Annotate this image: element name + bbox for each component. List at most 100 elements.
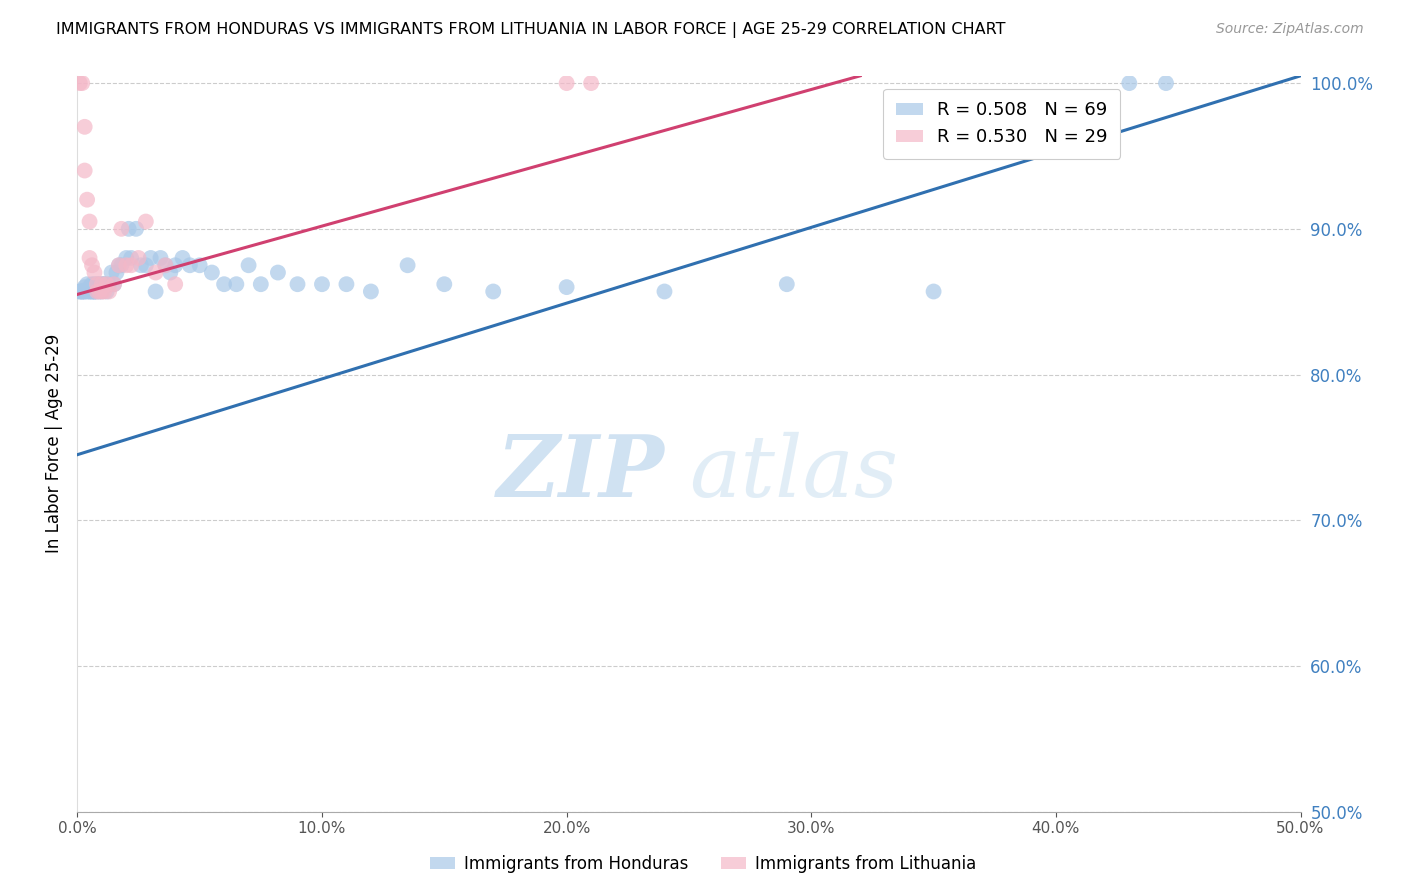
Point [76,285,98,299]
Point [96,285,118,299]
Point [96,277,118,292]
Point [69,285,91,299]
Point [135,258,157,272]
Point [139,251,162,265]
Point [110,222,132,236]
Point [79,280,101,294]
Point [555,76,578,90]
Point [69,76,91,90]
Point [115,258,138,272]
Point [250,277,273,292]
Y-axis label: In Labor Force | Age 25-29: In Labor Force | Age 25-29 [45,334,63,553]
Point [922,285,945,299]
Point [125,222,148,236]
Point [145,266,167,280]
Point [70,285,93,299]
Point [90,285,112,299]
Point [103,277,125,292]
Point [105,266,128,280]
Point [76,193,98,207]
Point [73,280,96,294]
Point [73,285,96,299]
Point [179,258,201,272]
Point [165,277,187,292]
Point [89,285,111,299]
Point [83,285,105,299]
Text: atlas: atlas [689,432,898,515]
Point [83,285,105,299]
Point [90,285,112,299]
Text: Source: ZipAtlas.com: Source: ZipAtlas.com [1216,22,1364,37]
Point [287,277,309,292]
Point [776,277,799,292]
Point [360,285,382,299]
Point [225,277,247,292]
Point [127,251,149,265]
Point [108,258,131,272]
Point [100,266,122,280]
Point [159,266,181,280]
Point [89,277,111,292]
Point [83,266,105,280]
Point [165,258,187,272]
Point [80,285,103,299]
Point [90,277,112,292]
Point [108,258,131,272]
Point [89,285,111,299]
Legend: Immigrants from Honduras, Immigrants from Lithuania: Immigrants from Honduras, Immigrants fro… [423,848,983,880]
Point [155,258,177,272]
Point [73,285,96,299]
Point [396,258,419,272]
Point [135,214,157,228]
Point [145,285,167,299]
Point [79,285,101,299]
Point [80,277,103,292]
Point [98,277,121,292]
Point [79,214,101,228]
Point [335,277,357,292]
Point [93,277,115,292]
Point [433,277,456,292]
Point [86,277,108,292]
Point [103,277,125,292]
Point [120,258,142,272]
Point [76,277,98,292]
Point [579,76,602,90]
Point [149,251,172,265]
Point [201,266,224,280]
Point [1154,76,1177,90]
Legend: R = 0.508   N = 69, R = 0.530   N = 29: R = 0.508 N = 69, R = 0.530 N = 29 [883,88,1121,159]
Point [73,120,96,134]
Point [267,266,290,280]
Point [90,277,112,292]
Point [212,277,235,292]
Point [73,163,96,178]
Text: IMMIGRANTS FROM HONDURAS VS IMMIGRANTS FROM LITHUANIA IN LABOR FORCE | AGE 25-29: IMMIGRANTS FROM HONDURAS VS IMMIGRANTS F… [56,22,1005,38]
Point [129,258,152,272]
Point [69,285,91,299]
Point [70,285,93,299]
Point [172,251,194,265]
Point [93,277,115,292]
Text: ZIP: ZIP [496,432,665,515]
Point [79,251,101,265]
Point [1118,76,1140,90]
Point [86,277,108,292]
Point [155,258,177,272]
Point [555,280,578,294]
Point [311,277,333,292]
Point [79,285,101,299]
Point [70,76,93,90]
Point [86,285,108,299]
Point [654,285,676,299]
Point [110,258,132,272]
Point [80,285,103,299]
Point [238,258,260,272]
Point [83,277,105,292]
Point [86,285,108,299]
Point [93,285,115,299]
Point [83,285,105,299]
Point [188,258,211,272]
Point [98,285,121,299]
Point [70,285,93,299]
